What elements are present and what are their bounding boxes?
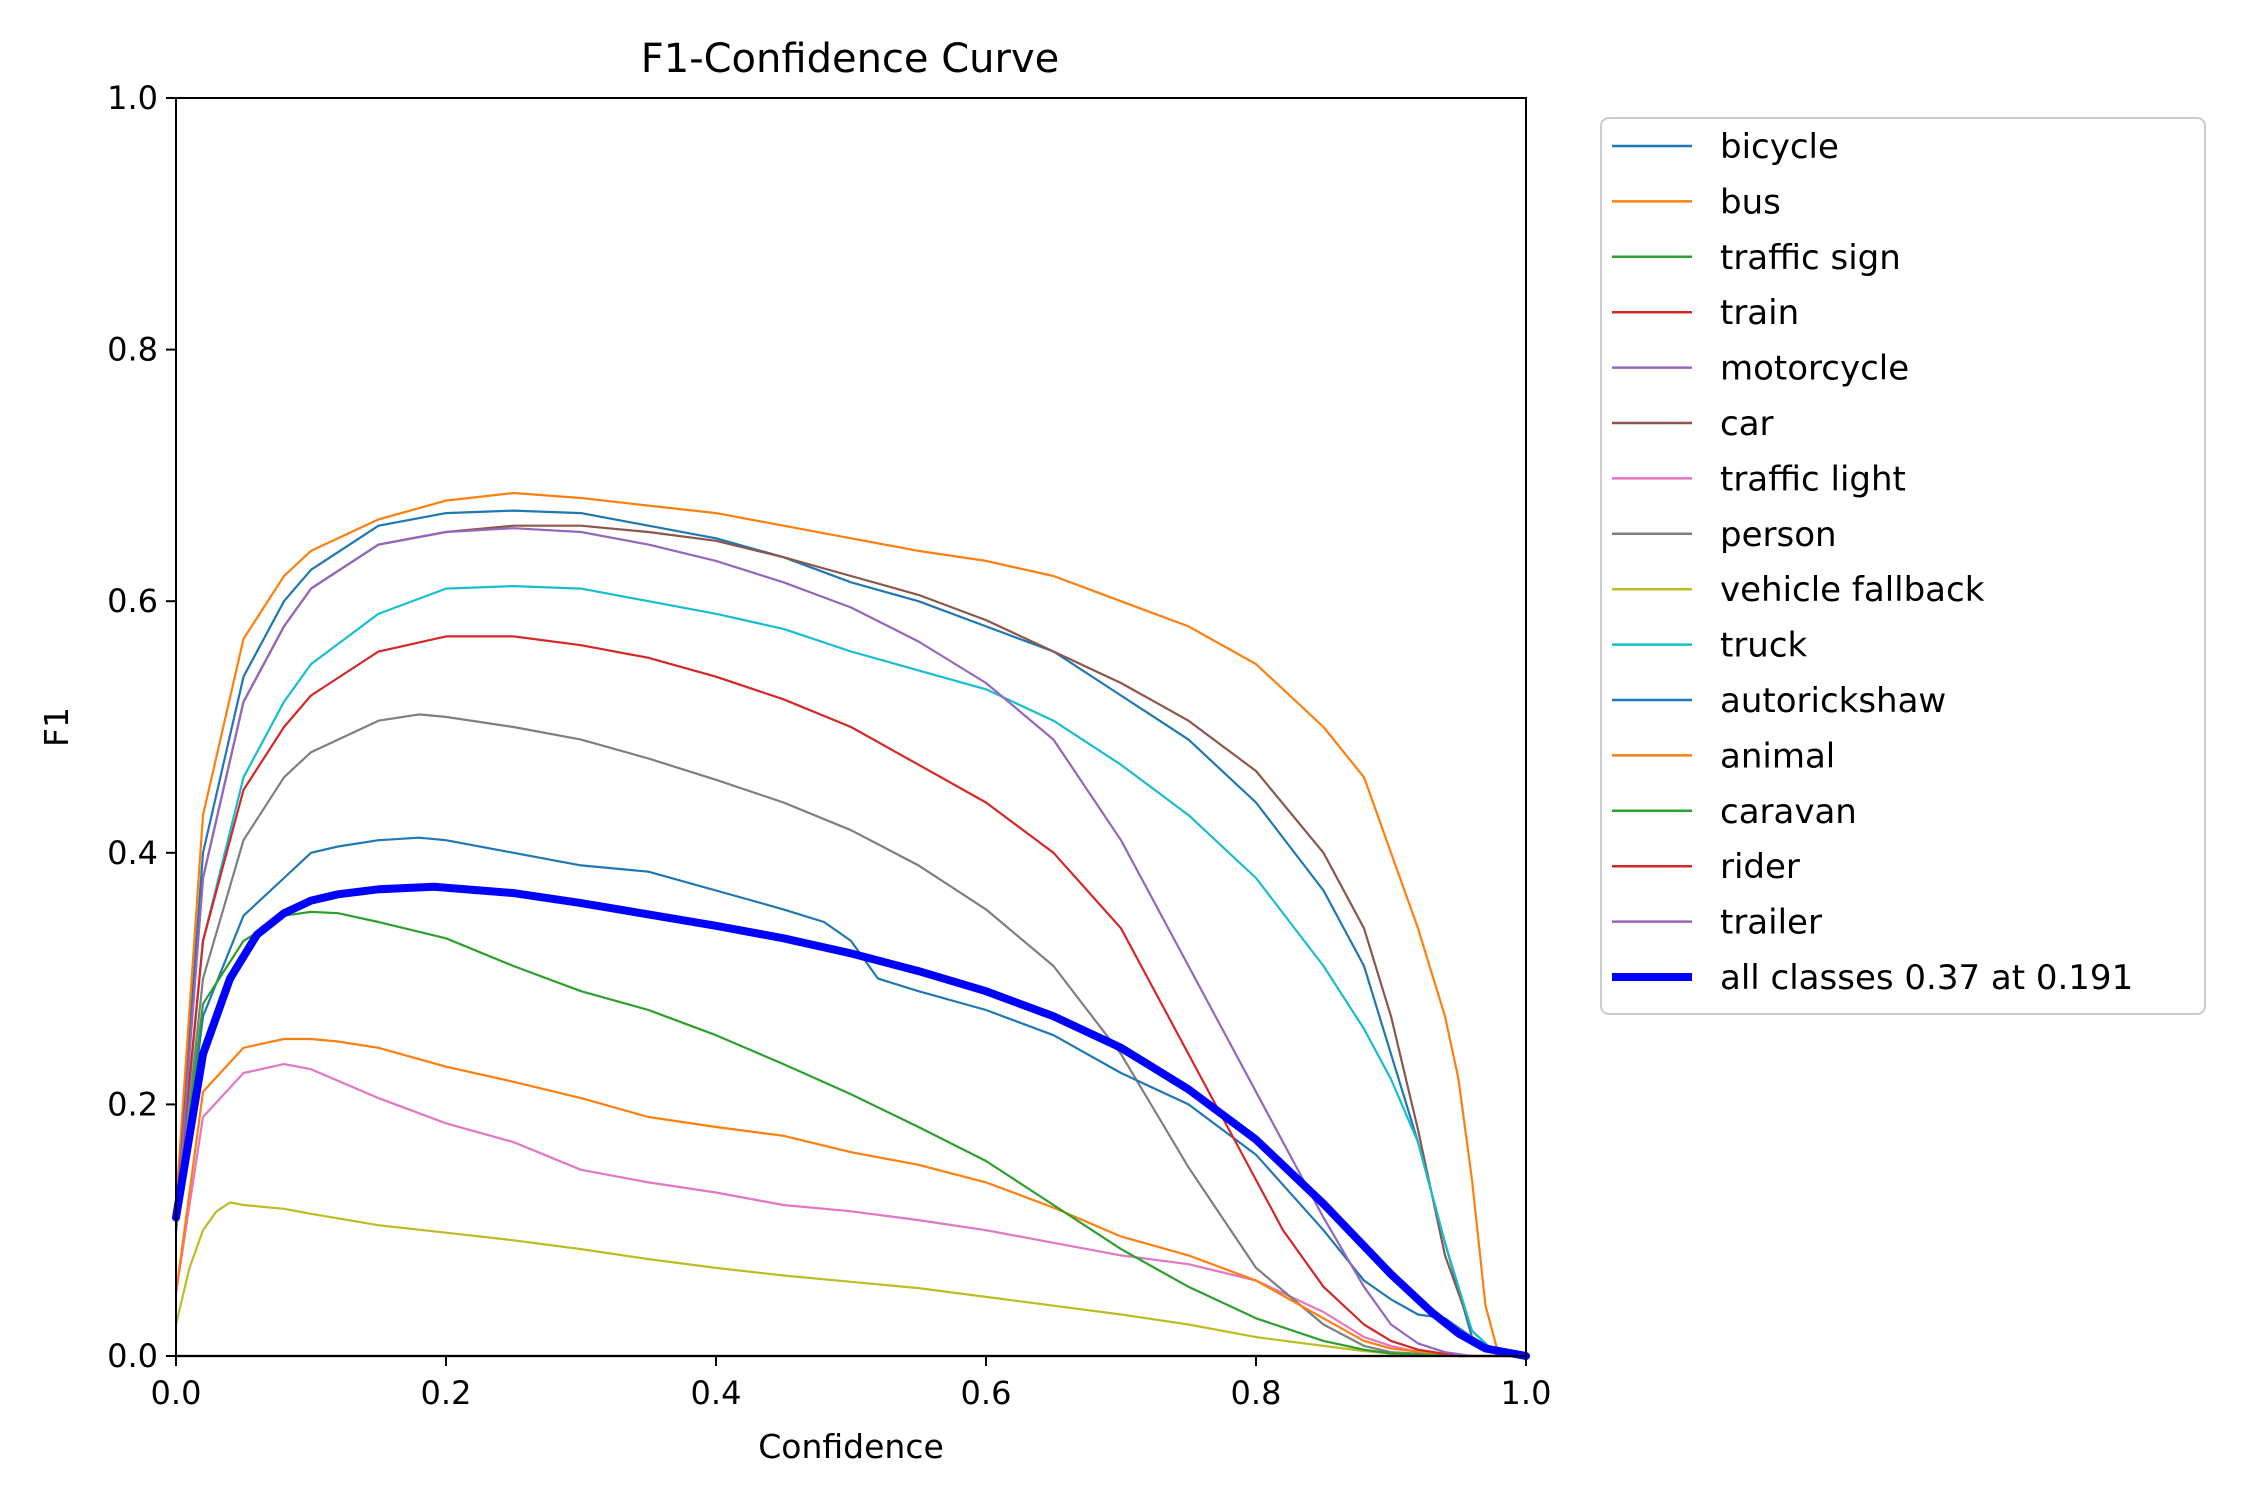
- series-line-0: [174, 509, 1528, 1358]
- legend-item: rider: [1612, 847, 1800, 887]
- plot-frame: [175, 97, 1527, 1357]
- legend-label: all classes 0.37 at 0.191: [1720, 958, 2133, 998]
- x-tick-label: 0.4: [691, 1374, 742, 1412]
- y-axis-label: F1: [37, 707, 76, 747]
- series-line-14: [174, 527, 1528, 1358]
- legend-items: bicycle bus traffic sign train motorcycle car…: [1612, 127, 2133, 998]
- series-line-13: [174, 635, 1528, 1358]
- y-tick-label: 0.6: [107, 582, 158, 620]
- series-line-7: [174, 713, 1528, 1358]
- y-tick-label: 0.0: [107, 1337, 158, 1375]
- legend-label: bicycle: [1720, 127, 1839, 167]
- chart-title: F1-Confidence Curve: [641, 36, 1060, 82]
- legend-label: autorickshaw: [1720, 681, 1946, 721]
- y-tick-label: 0.2: [107, 1085, 158, 1123]
- series-line-1: [174, 491, 1528, 1358]
- legend-box: [1600, 117, 2206, 1015]
- series-line-11: [174, 1037, 1528, 1358]
- legend-item: all classes 0.37 at 0.191: [1612, 958, 2133, 998]
- y-tick-label: 0.8: [107, 331, 158, 369]
- series-line-9: [174, 584, 1528, 1358]
- legend-label: animal: [1720, 736, 1835, 776]
- x-axis-label: Confidence: [758, 1427, 944, 1466]
- legend-item: autorickshaw: [1612, 681, 1946, 721]
- x-tick-label: 0.6: [961, 1374, 1012, 1412]
- legend-label: person: [1720, 515, 1837, 555]
- series-line-15: [172, 882, 1530, 1360]
- legend-item: train: [1612, 293, 1799, 333]
- legend-item: vehicle fallback: [1612, 570, 1985, 610]
- legend-item: bicycle: [1612, 127, 1839, 167]
- legend-item: car: [1612, 404, 1774, 444]
- legend-item: bus: [1612, 182, 1781, 222]
- x-tick-label: 1.0: [1501, 1374, 1552, 1412]
- legend-label: traffic light: [1720, 459, 1906, 499]
- series-line-8: [174, 1201, 1528, 1358]
- legend: bicycle bus traffic sign train motorcycle car…: [1600, 117, 2206, 1015]
- y-tick-label: 1.0: [107, 79, 158, 117]
- legend-item: truck: [1612, 626, 1808, 666]
- legend-label: bus: [1720, 182, 1781, 222]
- ticks-layer: 0.0 0.2 0.4 0.6 0.8 1.0 0.0 0.2 0.4 0.6 0.8 1.0: [107, 79, 1551, 1412]
- y-tick-label: 0.4: [107, 834, 158, 872]
- legend-label: caravan: [1720, 792, 1857, 832]
- series-line-12: [174, 910, 1528, 1358]
- legend-label: traffic sign: [1720, 238, 1901, 278]
- legend-label: rider: [1720, 847, 1800, 887]
- legend-item: motorcycle: [1612, 349, 1909, 389]
- legend-item: caravan: [1612, 792, 1857, 832]
- legend-label: train: [1720, 293, 1799, 333]
- legend-label: car: [1720, 404, 1774, 444]
- legend-item: traffic light: [1612, 459, 1906, 499]
- legend-label: truck: [1720, 626, 1808, 666]
- series-line-10: [174, 836, 1528, 1358]
- x-tick-label: 0.2: [421, 1374, 472, 1412]
- legend-item: traffic sign: [1612, 238, 1901, 278]
- x-tick-label: 0.8: [1231, 1374, 1282, 1412]
- legend-label: trailer: [1720, 903, 1822, 943]
- legend-item: person: [1612, 515, 1837, 555]
- x-tick-label: 0.0: [151, 1374, 202, 1412]
- series-line-6: [174, 1062, 1528, 1358]
- legend-label: motorcycle: [1720, 349, 1909, 389]
- legend-item: trailer: [1612, 903, 1822, 943]
- legend-label: vehicle fallback: [1720, 570, 1985, 610]
- legend-item: animal: [1612, 736, 1835, 776]
